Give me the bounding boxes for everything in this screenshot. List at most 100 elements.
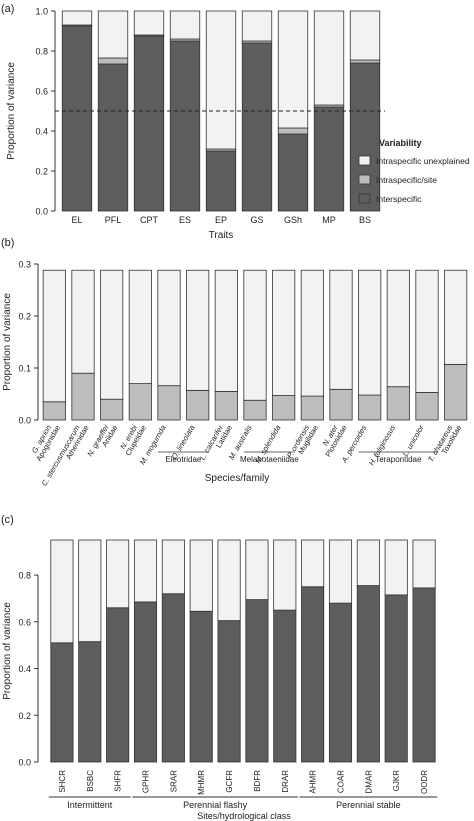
bar-segment: [205, 10, 237, 150]
bar-segment: [415, 269, 439, 393]
bar-segment: [214, 269, 238, 392]
x-tick-label: SHCR: [58, 770, 67, 793]
bar-segment: [384, 594, 408, 763]
bar-segment: [444, 269, 468, 365]
y-tick-label: 0.8: [18, 571, 31, 581]
bar-segment: [272, 395, 296, 421]
y-tick-label: 0.1: [18, 364, 31, 374]
bar-segment: [71, 269, 95, 374]
y-tick-label: 0.2: [18, 312, 31, 322]
bar-segment: [78, 641, 102, 763]
bar-segment: [313, 10, 345, 106]
y-tick-label: 0.8: [35, 47, 48, 57]
bar-segment: [100, 269, 124, 400]
bar-segment: [349, 10, 381, 61]
class-group-label: Perennial flashy: [183, 800, 248, 810]
bar-segment: [243, 399, 267, 421]
y-tick-label: 0.2: [35, 167, 48, 177]
bar-segment: [133, 35, 165, 212]
bar-segment: [412, 587, 436, 763]
panel-label: (b): [1, 237, 14, 249]
x-tick-label: GPHR: [142, 770, 151, 793]
legend-label: Intraspecific unexplained: [376, 156, 470, 166]
bar-segment: [349, 62, 381, 212]
y-tick-label: 0.0: [18, 416, 31, 426]
x-tick-label: BS: [359, 215, 371, 225]
bar-segment: [42, 401, 66, 421]
bar-segment: [358, 394, 382, 421]
bar-segment: [313, 106, 345, 212]
family-group-label: Eleotridae: [165, 455, 202, 464]
x-tick-label: BSBC: [86, 770, 95, 792]
bar-segment: [133, 601, 158, 763]
bar-segment: [349, 59, 381, 64]
family-group-label: Terapontidae: [375, 455, 422, 464]
bar-segment: [243, 269, 267, 401]
bar-segment: [186, 269, 210, 391]
bar-segment: [277, 133, 309, 212]
bar-segment: [78, 539, 102, 643]
y-axis-label: Proportion of variance: [6, 62, 17, 160]
legend-title: Variability: [379, 138, 422, 148]
x-tick-label: ES: [179, 215, 191, 225]
bar-segment: [169, 40, 201, 212]
bar-segment: [186, 389, 210, 421]
bar-segment: [133, 539, 158, 603]
bar-segment: [61, 25, 93, 212]
y-tick-label: 0.6: [35, 87, 48, 97]
bar-segment: [161, 593, 185, 763]
bar-segment: [273, 539, 297, 611]
bar-segment: [241, 42, 273, 212]
x-tick-label: SHFR: [114, 770, 123, 792]
legend: Variability Intraspecific unexplained Intr…: [358, 138, 470, 204]
x-tick-label: MHMR: [197, 770, 206, 795]
bar-segment: [358, 269, 382, 396]
bar-segment: [217, 539, 241, 622]
y-tick-label: 0.0: [35, 207, 48, 217]
y-tick-label: 0.6: [18, 617, 31, 627]
bar-segment: [71, 372, 95, 421]
panel-label: (c): [1, 514, 14, 526]
x-tick-label: L. unicolor: [401, 423, 426, 458]
y-tick-label: 1.0: [35, 7, 48, 17]
bar-segment: [301, 586, 325, 763]
bar-segment: [42, 269, 66, 403]
y-tick-label: 0.0: [18, 758, 31, 768]
bar-segment: [277, 10, 309, 129]
x-tick-label: GSh: [284, 215, 302, 225]
bar-segment: [245, 599, 269, 763]
bar-segment: [157, 385, 181, 421]
x-tick-label: MP: [322, 215, 336, 225]
bar-segment: [356, 585, 380, 763]
bar-segment: [272, 269, 296, 396]
bar-segment: [217, 620, 241, 763]
family-group-label: Melanotaeniidae: [240, 455, 299, 464]
x-tick-label: COAR: [337, 770, 346, 793]
bar-segment: [133, 10, 165, 36]
legend-label: Interspecific: [376, 194, 422, 204]
x-tick-label: OODR: [420, 770, 429, 794]
legend-swatch: [358, 174, 371, 185]
panel-a: (a) 0.0 0.2 0.4 0.6 0.8 1.0 EL PFL CPT ES EP GS GSh MP…: [1, 3, 470, 241]
bar-segment: [329, 269, 353, 390]
y-tick-label: 0.3: [18, 260, 31, 270]
x-tick-label: PFL: [105, 215, 122, 225]
bar-segment: [50, 642, 74, 763]
x-tick-label: EP: [215, 215, 227, 225]
class-group-label: Perennial stable: [336, 800, 401, 810]
x-tick-label: DMAR: [364, 770, 373, 794]
bar-segment: [444, 363, 468, 421]
bar-segment: [61, 10, 93, 26]
bar-segment: [97, 63, 129, 212]
y-tick-label: 0.2: [18, 711, 31, 721]
bar-segment: [100, 398, 124, 421]
x-tick-label: EL: [71, 215, 82, 225]
bar-segment: [157, 269, 181, 387]
bar-segment: [128, 383, 152, 421]
class-group-label: Intermittent: [67, 800, 113, 810]
y-axis-label: Proportion of variance: [2, 293, 13, 391]
bar-segment: [241, 10, 273, 42]
bar-segment: [161, 539, 185, 595]
